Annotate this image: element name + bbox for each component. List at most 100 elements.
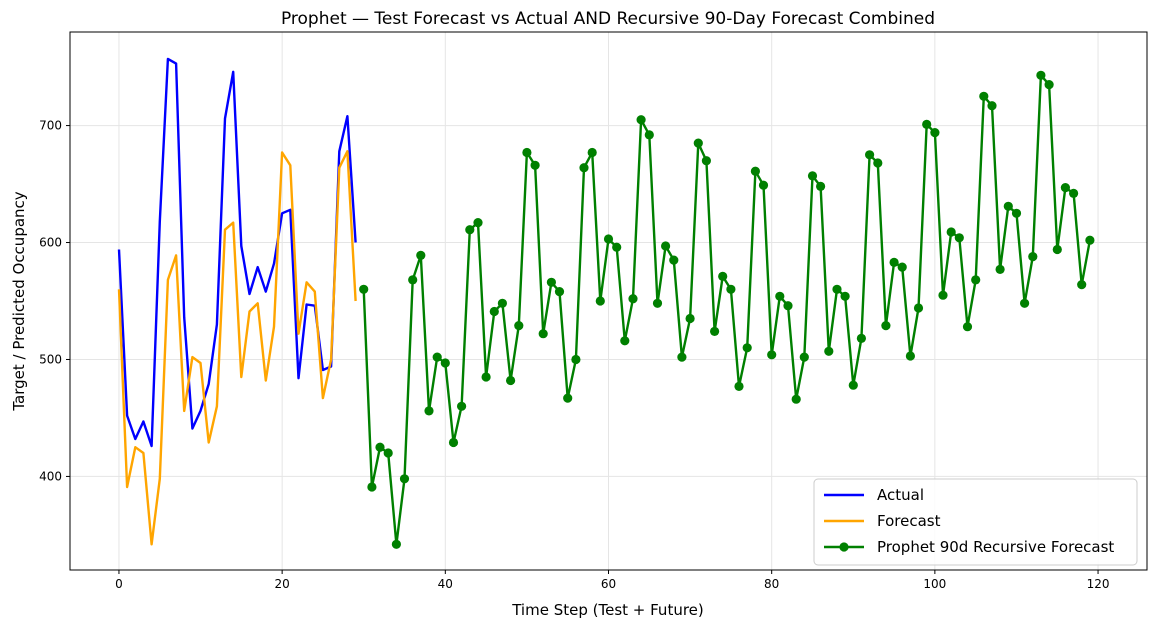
data-point bbox=[783, 301, 793, 311]
data-point bbox=[971, 275, 981, 285]
data-point bbox=[718, 271, 728, 281]
data-point bbox=[865, 150, 875, 160]
data-point bbox=[481, 372, 491, 382]
data-point bbox=[922, 119, 932, 129]
data-point bbox=[465, 225, 475, 235]
data-point bbox=[840, 291, 850, 301]
legend-label: Forecast bbox=[877, 512, 941, 530]
data-point bbox=[571, 354, 581, 365]
data-point bbox=[726, 284, 736, 294]
y-axis-label: Target / Predicted Occupancy bbox=[10, 191, 28, 411]
axis-ticks: 0 20 40 60 80 100 120 400 500 600 700 bbox=[39, 119, 1109, 591]
data-point bbox=[742, 343, 752, 353]
data-point bbox=[791, 394, 801, 404]
legend-marker bbox=[839, 542, 849, 552]
data-point bbox=[1028, 252, 1038, 262]
data-point bbox=[750, 166, 761, 176]
series-layer bbox=[117, 57, 1095, 549]
series-line bbox=[117, 150, 357, 546]
series-prophet-90d-recursive-forecast bbox=[359, 70, 1095, 549]
data-point bbox=[889, 257, 899, 267]
data-point bbox=[734, 381, 744, 391]
data-point bbox=[424, 406, 434, 416]
data-point bbox=[946, 227, 956, 237]
data-point bbox=[962, 322, 973, 332]
data-point bbox=[1060, 183, 1070, 193]
data-point bbox=[530, 160, 540, 170]
data-point bbox=[579, 163, 589, 173]
series-line bbox=[362, 74, 1092, 546]
data-point bbox=[440, 358, 450, 368]
data-point bbox=[473, 218, 483, 228]
data-point bbox=[391, 539, 401, 549]
data-point bbox=[563, 393, 573, 403]
y-tick-label: 500 bbox=[39, 352, 62, 366]
series-actual bbox=[117, 57, 357, 448]
data-point bbox=[636, 115, 646, 125]
x-tick-label: 80 bbox=[764, 577, 779, 591]
data-point bbox=[767, 350, 777, 360]
grid-lines bbox=[70, 32, 1147, 570]
x-tick-label: 100 bbox=[923, 577, 946, 591]
data-point bbox=[489, 306, 499, 317]
data-point bbox=[359, 284, 369, 294]
legend-box bbox=[813, 478, 1138, 566]
data-point bbox=[432, 352, 442, 362]
data-point bbox=[669, 255, 679, 265]
data-point bbox=[1020, 298, 1030, 308]
data-point bbox=[652, 298, 663, 308]
data-point bbox=[930, 128, 940, 138]
chart-title: Prophet — Test Forecast vs Actual AND Re… bbox=[281, 9, 935, 29]
data-point bbox=[824, 346, 834, 356]
data-point bbox=[367, 482, 377, 492]
data-point bbox=[897, 262, 907, 272]
data-point bbox=[620, 336, 630, 346]
data-point bbox=[587, 147, 597, 158]
data-point bbox=[546, 277, 557, 287]
y-tick-label: 400 bbox=[39, 469, 62, 483]
x-tick-label: 20 bbox=[274, 577, 289, 591]
data-point bbox=[1036, 70, 1046, 80]
data-point bbox=[1069, 188, 1079, 198]
data-point bbox=[799, 352, 809, 362]
data-point bbox=[938, 290, 948, 300]
data-point bbox=[457, 401, 467, 411]
data-point bbox=[399, 474, 410, 484]
series-forecast bbox=[117, 150, 357, 546]
data-point bbox=[538, 329, 548, 339]
data-point bbox=[408, 275, 418, 285]
data-point bbox=[685, 313, 695, 324]
y-tick-label: 600 bbox=[39, 236, 62, 250]
data-point bbox=[873, 158, 883, 168]
data-point bbox=[758, 180, 769, 190]
data-point bbox=[775, 291, 785, 301]
data-point bbox=[995, 264, 1005, 274]
legend-label: Actual bbox=[877, 486, 924, 504]
data-point bbox=[856, 333, 867, 343]
data-point bbox=[693, 138, 703, 148]
data-point bbox=[1077, 280, 1087, 290]
data-point bbox=[848, 380, 858, 390]
data-point bbox=[979, 91, 989, 101]
data-point bbox=[416, 250, 426, 260]
data-point bbox=[628, 294, 638, 304]
data-point bbox=[514, 321, 524, 331]
data-point bbox=[595, 296, 605, 306]
data-point bbox=[506, 375, 516, 386]
data-point bbox=[881, 321, 891, 331]
data-point bbox=[1044, 80, 1054, 90]
data-point bbox=[383, 448, 393, 458]
legend: Actual Forecast Prophet 90d Recursive Fore… bbox=[813, 478, 1138, 566]
data-point bbox=[554, 287, 565, 297]
data-point bbox=[954, 233, 964, 243]
data-point bbox=[1011, 208, 1022, 218]
data-point bbox=[497, 298, 507, 308]
legend-label: Prophet 90d Recursive Forecast bbox=[877, 538, 1114, 556]
x-tick-label: 60 bbox=[601, 577, 616, 591]
data-point bbox=[448, 437, 459, 448]
data-point bbox=[701, 156, 712, 166]
data-point bbox=[1003, 201, 1013, 211]
data-point bbox=[832, 284, 842, 294]
y-tick-label: 700 bbox=[39, 119, 62, 133]
data-point bbox=[913, 303, 924, 313]
